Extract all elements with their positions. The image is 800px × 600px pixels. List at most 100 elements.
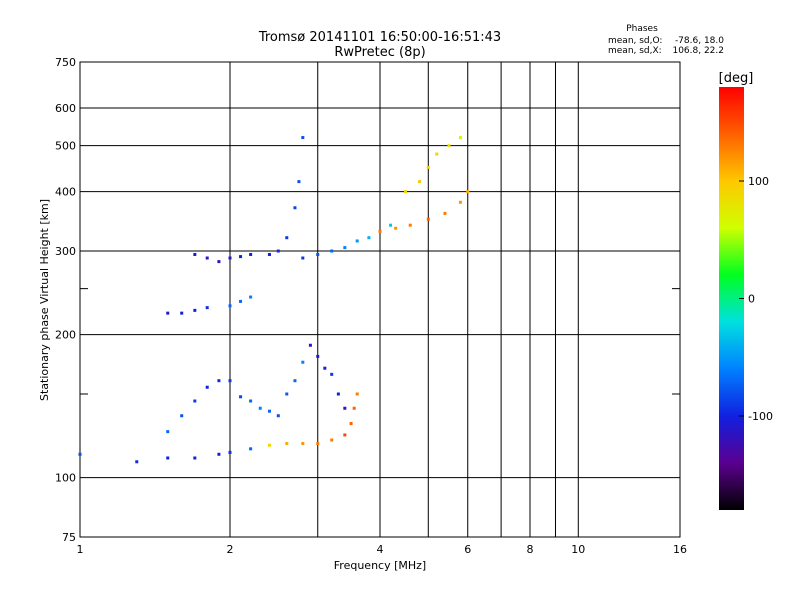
echo-point	[228, 450, 232, 454]
echo-point	[330, 372, 334, 376]
echo-point	[316, 252, 320, 256]
y-tick-label: 600	[55, 102, 76, 115]
echo-point	[301, 256, 305, 260]
echo-point	[228, 379, 232, 383]
y-tick-label: 100	[55, 472, 76, 485]
x-tick-label: 8	[527, 543, 534, 556]
echo-point	[308, 343, 312, 347]
echo-point	[417, 180, 421, 184]
echo-point	[443, 211, 447, 215]
echo-point	[466, 190, 470, 194]
echo-point	[343, 406, 347, 410]
echo-point	[323, 366, 327, 370]
x-tick-label: 4	[377, 543, 384, 556]
echo-point	[408, 223, 412, 227]
echo-point	[217, 260, 221, 264]
echo-point	[193, 308, 197, 312]
colorbar-tick-label: -100	[748, 410, 773, 423]
echo-point	[394, 226, 398, 230]
plot-area: 1 2 4 6 8 10 16 75 100 200 300 400 500 600 750	[55, 56, 687, 556]
echo-point	[447, 144, 451, 148]
echo-point	[285, 392, 289, 396]
echo-point	[239, 299, 243, 303]
echo-point	[352, 406, 356, 410]
echo-point	[389, 223, 393, 227]
echo-point	[355, 392, 359, 396]
echo-point	[205, 256, 209, 260]
echo-point	[249, 447, 253, 451]
echo-point	[239, 255, 243, 259]
echo-point	[426, 165, 430, 169]
echo-point	[205, 306, 209, 310]
echo-point	[293, 206, 297, 210]
echo-point	[258, 406, 262, 410]
trace-es-like-trace-1	[166, 360, 305, 434]
echo-point	[301, 360, 305, 364]
echo-point	[403, 190, 407, 194]
echo-point	[458, 200, 462, 204]
echo-point	[166, 430, 170, 434]
echo-point	[205, 385, 209, 389]
echo-point	[301, 136, 305, 140]
trace-f-region-mid	[301, 223, 393, 260]
echo-point	[180, 311, 184, 315]
echo-point	[285, 442, 289, 446]
echo-point	[367, 236, 371, 240]
echo-point	[343, 433, 347, 437]
echo-point	[166, 456, 170, 460]
echo-point	[193, 399, 197, 403]
echo-point	[285, 236, 289, 240]
trace-f-region-low	[193, 252, 253, 264]
echo-point	[267, 409, 271, 413]
echo-point	[267, 443, 271, 447]
trace-f1-trace-low	[166, 306, 209, 315]
echo-point	[193, 456, 197, 460]
stats-x-values: 106.8, 22.2	[672, 46, 724, 56]
colorbar-tick-label: 100	[748, 175, 769, 188]
echo-point	[316, 442, 320, 446]
echo-point	[330, 249, 334, 253]
y-tick-label: 500	[55, 140, 76, 153]
echo-point	[217, 452, 221, 456]
echo-point	[426, 217, 430, 221]
echo-point	[180, 414, 184, 418]
x-tick-label: 1	[77, 543, 84, 556]
echo-point	[228, 304, 232, 308]
echo-point	[217, 379, 221, 383]
echo-point	[336, 392, 340, 396]
echo-point	[316, 354, 320, 358]
echo-point	[249, 399, 253, 403]
echo-point	[193, 252, 197, 256]
colorbar: [deg] 100 0 -100	[719, 71, 773, 510]
trace-f-region-x-trace	[378, 190, 470, 233]
echo-point	[228, 256, 232, 260]
echo-point	[293, 379, 297, 383]
y-tick-label: 75	[62, 531, 76, 544]
echo-point	[267, 252, 271, 256]
trace-es-like-trace-2	[308, 343, 347, 410]
y-tick-label: 300	[55, 245, 76, 258]
chart-subtitle: RwPretec (8p)	[334, 45, 425, 60]
echo-point	[355, 239, 359, 243]
y-tick-label: 400	[55, 186, 76, 199]
echo-point	[435, 152, 439, 156]
x-tick-label: 10	[571, 543, 585, 556]
chart-title: Tromsø 20141101 16:50:00-16:51:43	[258, 30, 501, 45]
stats-x-label: mean, sd,X:	[608, 46, 662, 56]
echo-point	[458, 136, 462, 140]
trace-f-region-o-trace	[267, 136, 305, 256]
echo-point	[276, 249, 280, 253]
echo-point	[78, 452, 82, 456]
stats-o-values: -78.6, 18.0	[675, 36, 724, 46]
trace-e-region-extension	[228, 392, 359, 454]
echo-point	[297, 180, 301, 184]
colorbar-label: [deg]	[719, 71, 754, 86]
y-tick-label: 200	[55, 329, 76, 342]
echo-point	[249, 295, 253, 299]
echo-point	[135, 460, 139, 464]
stats-header: Phases	[626, 24, 658, 34]
echo-point	[166, 311, 170, 315]
stats-o-label: mean, sd,O:	[608, 36, 662, 46]
echo-point	[239, 395, 243, 399]
echo-point	[330, 438, 334, 442]
